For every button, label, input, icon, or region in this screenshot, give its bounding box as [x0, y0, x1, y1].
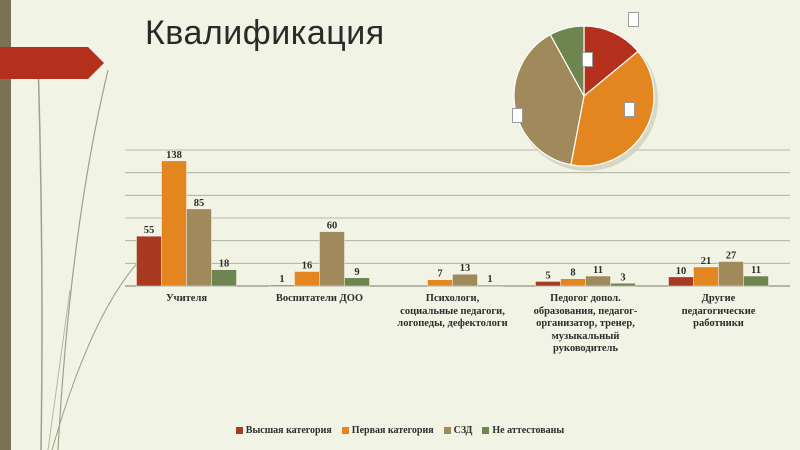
category-label-line: социальные педагоги, [400, 305, 505, 317]
bar [560, 278, 586, 287]
bar [211, 269, 237, 287]
bar [136, 235, 162, 287]
bar [294, 271, 320, 287]
data-label: 5 [545, 270, 550, 281]
data-label: 60 [327, 221, 338, 232]
category-label-line: образования, педагог- [533, 305, 638, 317]
category-label-line: логопеды, дефектологи [397, 318, 508, 329]
data-label: 1 [487, 274, 492, 285]
bar [161, 160, 187, 287]
pie-slice [549, 25, 585, 97]
legend-swatch [235, 426, 243, 434]
data-label: 21 [701, 256, 712, 267]
title-accent-arrow [0, 47, 104, 79]
decorative-curve [47, 289, 71, 450]
category-label-line: Психологи, [425, 293, 480, 304]
legend-item: Не аттестованы [482, 425, 564, 436]
bar [344, 277, 370, 287]
legend-label: Первая категория [351, 424, 434, 436]
bar [535, 281, 561, 287]
data-label: 16 [302, 260, 313, 271]
data-label: 7 [437, 269, 442, 280]
data-label: 55 [144, 225, 155, 236]
data-label: 9 [354, 267, 359, 278]
pie-label-box [628, 12, 639, 27]
category-label-line: Педогог допол. [550, 293, 621, 304]
chart-legend: Высшая категория Первая категория СЗД Не ат… [0, 423, 800, 437]
left-vertical-band [0, 0, 11, 450]
data-label: 3 [620, 272, 625, 283]
bar [668, 276, 694, 287]
data-label: 138 [166, 150, 182, 161]
pie-label-box [582, 52, 593, 67]
bar [610, 283, 636, 287]
legend-label: Высшая категория [245, 424, 332, 436]
decorative-curve [37, 59, 43, 450]
legend-item: Высшая категория [235, 424, 332, 436]
bar [743, 275, 769, 287]
data-label: 85 [194, 198, 205, 209]
legend-item: СЗД [443, 424, 473, 436]
category-label: Психологи, социальные педагоги, логопеды, … [383, 293, 523, 331]
bar [477, 284, 503, 287]
legend-swatch [482, 426, 490, 434]
category-label-line: руководитель [552, 343, 619, 354]
category-label-line: Воспитатели ДОО [275, 293, 364, 304]
bar [186, 208, 212, 287]
category-label: Другие педагогические работники [649, 293, 789, 331]
category-label-line: педагогические [681, 305, 756, 317]
data-label: 11 [751, 265, 761, 276]
bar [319, 231, 345, 287]
category-label: Учителя [117, 293, 257, 306]
bar [427, 279, 453, 287]
category-label-line: работники [693, 318, 744, 329]
bar [269, 284, 295, 287]
bar [693, 266, 719, 287]
pie-label-box [512, 108, 523, 123]
data-label: 27 [726, 251, 737, 262]
category-label: Воспитатели ДОО [250, 293, 390, 306]
legend-item: Первая категория [341, 424, 434, 436]
legend-swatch [341, 426, 349, 434]
pie-slice [583, 25, 639, 98]
category-label-line: Учителя [165, 293, 208, 304]
data-label: 8 [570, 268, 575, 279]
category-label-line: музыкальный [551, 330, 620, 342]
pie-slice [513, 33, 585, 166]
page-title: Квалификация [145, 14, 385, 52]
category-label: Педогог допол. образования, педагог-орган… [516, 293, 656, 356]
category-label-line: Другие [701, 293, 736, 304]
legend-label: Не аттестованы [492, 424, 565, 436]
category-label-line: организатор, тренер, [536, 318, 635, 329]
pie-label-box [624, 102, 635, 117]
bar [718, 261, 744, 287]
legend-swatch [443, 426, 451, 434]
pie-slice [570, 50, 655, 167]
bar [585, 275, 611, 287]
data-label: 11 [593, 265, 603, 276]
data-label: 1 [279, 274, 284, 285]
legend-label: СЗД [453, 424, 473, 436]
data-label: 18 [219, 259, 230, 270]
decorative-curve [57, 69, 109, 450]
bar [452, 274, 478, 287]
data-label: 13 [460, 263, 471, 274]
data-label: 10 [676, 266, 687, 277]
